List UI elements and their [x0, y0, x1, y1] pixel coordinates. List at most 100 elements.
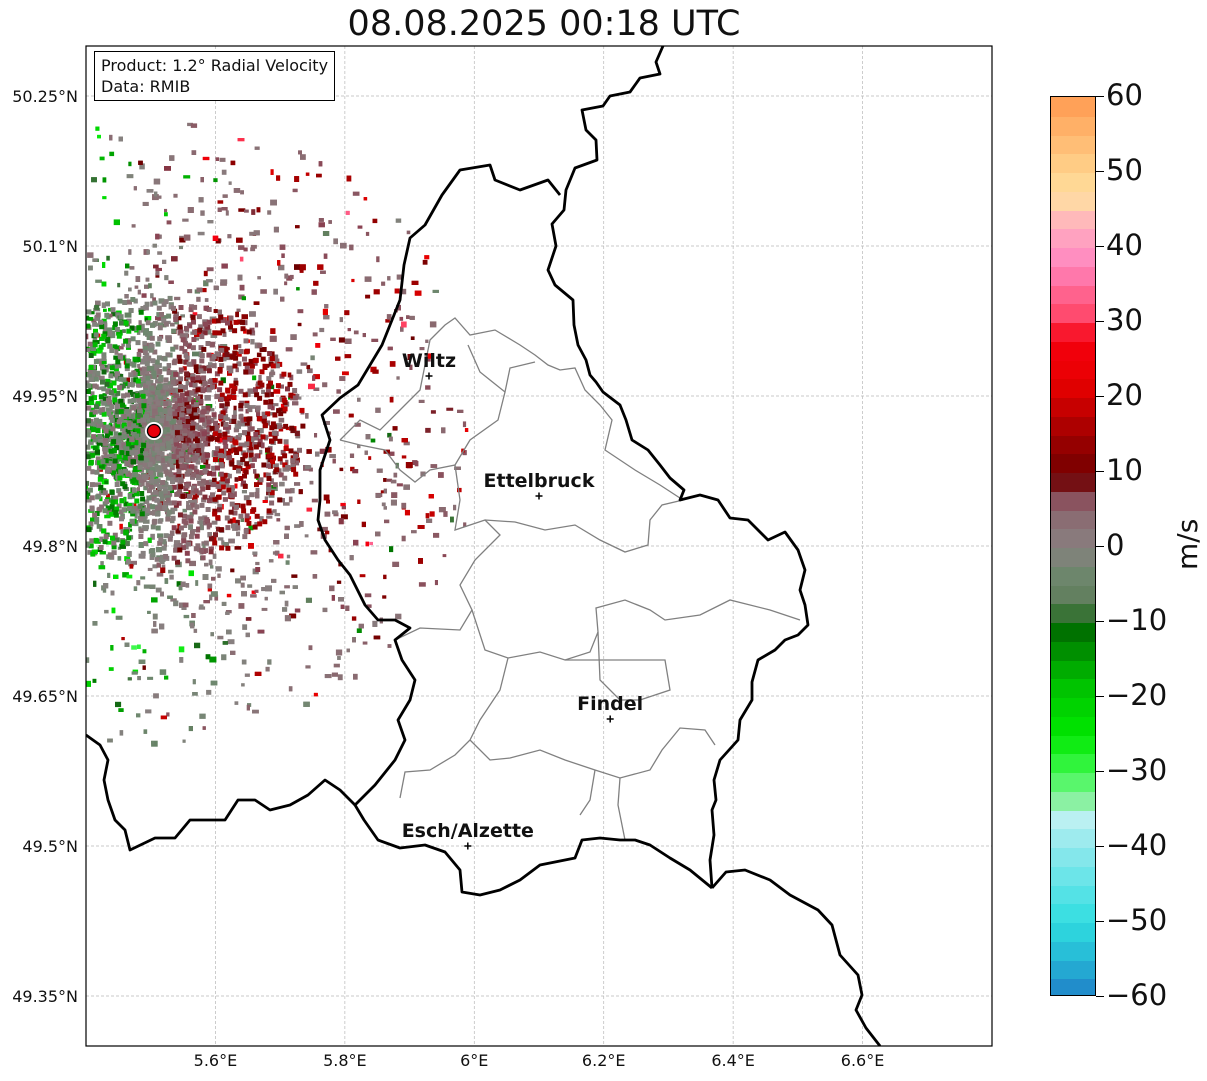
- colorbar-segment: [1051, 115, 1095, 136]
- colorbar-segment: [1051, 622, 1095, 642]
- lon-tick-label: 6.6°E: [841, 1051, 885, 1070]
- colorbar-segment: [1051, 528, 1095, 548]
- colorbar-segment: [1051, 228, 1095, 248]
- colorbar-segment: [1051, 265, 1095, 286]
- colorbar-segment: [1051, 172, 1095, 192]
- colorbar-segment: [1051, 153, 1095, 173]
- lat-tick-label: 49.35°N: [12, 987, 78, 1006]
- colorbar-segment: [1051, 322, 1095, 342]
- colorbar-segment: [1051, 678, 1095, 698]
- colorbar-segment: [1051, 903, 1095, 923]
- national-borders: [86, 46, 882, 1046]
- city-ettelbruck: Ettelbruck: [484, 470, 595, 500]
- colorbar-segment: [1051, 209, 1095, 230]
- colorbar-segment: [1051, 847, 1095, 867]
- colorbar-segment: [1051, 340, 1095, 361]
- colorbar-segment: [1051, 547, 1095, 567]
- canton-borders: [339, 317, 801, 841]
- colorbar-tick: [1096, 696, 1104, 697]
- colorbar-segment: [1051, 922, 1095, 942]
- colorbar-segment: [1051, 565, 1095, 586]
- colorbar-tick: [1096, 471, 1104, 472]
- colorbar-tick-label: −60: [1106, 978, 1168, 1012]
- colorbar-tick: [1096, 996, 1104, 997]
- radar-site-marker: [146, 423, 162, 439]
- colorbar-segment: [1051, 865, 1095, 886]
- colorbar-segment: [1051, 959, 1095, 980]
- colorbar-tick-label: −10: [1106, 603, 1168, 637]
- colorbar-segment: [1051, 603, 1095, 623]
- city-wiltz: Wiltz: [402, 350, 456, 380]
- lat-tick-label: 49.8°N: [22, 537, 78, 556]
- colorbar-segment: [1051, 97, 1095, 117]
- colorbar-tick-label: 30: [1106, 303, 1143, 337]
- product-label: Product: 1.2° Radial Velocity: [101, 56, 329, 75]
- colorbar-tick: [1096, 246, 1104, 247]
- colorbar-segment: [1051, 397, 1095, 417]
- colorbar-segment: [1051, 659, 1095, 680]
- lon-tick-label: 6°E: [460, 1051, 488, 1070]
- colorbar-tick: [1096, 321, 1104, 322]
- colorbar-tick-label: 20: [1106, 378, 1143, 412]
- colorbar-segment: [1051, 978, 1095, 995]
- velocity-colorbar: [1050, 96, 1096, 996]
- grid-lines: [86, 46, 992, 1046]
- colorbar-segment: [1051, 303, 1095, 323]
- colorbar-tick-label: 40: [1106, 228, 1143, 262]
- lat-tick-label: 49.5°N: [22, 837, 78, 856]
- colorbar-segment: [1051, 134, 1095, 155]
- colorbar-segment: [1051, 378, 1095, 398]
- map-title: 08.08.2025 00:18 UTC: [347, 4, 741, 44]
- city-label: Ettelbruck: [484, 470, 595, 492]
- colorbar-segment: [1051, 697, 1095, 717]
- colorbar-tick-label: −50: [1106, 903, 1168, 937]
- colorbar-segment: [1051, 190, 1095, 211]
- colorbar-segment: [1051, 790, 1095, 811]
- colorbar-segment: [1051, 472, 1095, 492]
- lon-tick-label: 5.6°E: [194, 1051, 238, 1070]
- colorbar-tick: [1096, 546, 1104, 547]
- colorbar-tick-label: 50: [1106, 153, 1143, 187]
- colorbar-segment: [1051, 640, 1095, 661]
- city-label: Wiltz: [402, 350, 456, 372]
- colorbar-segment: [1051, 809, 1095, 830]
- colorbar-segment: [1051, 828, 1095, 848]
- lat-tick-label: 50.1°N: [22, 237, 78, 256]
- colorbar-tick: [1096, 921, 1104, 922]
- colorbar-tick-label: −30: [1106, 753, 1168, 787]
- city-label: Esch/Alzette: [402, 820, 534, 842]
- colorbar-segment: [1051, 359, 1095, 380]
- colorbar-tick-label: 0: [1106, 528, 1125, 562]
- colorbar-segment: [1051, 772, 1095, 792]
- colorbar-tick: [1096, 396, 1104, 397]
- city-esch-alzette: Esch/Alzette: [402, 820, 534, 850]
- colorbar-segment: [1051, 434, 1095, 455]
- colorbar-segment: [1051, 490, 1095, 511]
- colorbar-segment: [1051, 509, 1095, 530]
- radar-echoes: [86, 122, 469, 747]
- lon-tick-label: 6.2°E: [582, 1051, 626, 1070]
- city-label: Findel: [577, 693, 643, 715]
- plot-frame: [85, 45, 993, 1047]
- colorbar-segment: [1051, 734, 1095, 755]
- colorbar-tick: [1096, 96, 1104, 97]
- city-findel: Findel: [577, 693, 643, 723]
- colorbar-segment: [1051, 284, 1095, 305]
- product-info-box: Product: 1.2° Radial Velocity Data: RMIB: [94, 51, 336, 101]
- lon-tick-label: 6.4°E: [711, 1051, 755, 1070]
- colorbar-segment: [1051, 453, 1095, 473]
- city-markers: Wiltz Ettelbruck Findel Esch/Alzette: [402, 350, 643, 850]
- colorbar-tick-label: 60: [1106, 78, 1143, 112]
- colorbar-segment: [1051, 884, 1095, 905]
- colorbar-unit-label: m/s: [1171, 518, 1204, 570]
- colorbar-segment: [1051, 415, 1095, 436]
- colorbar-tick: [1096, 621, 1104, 622]
- colorbar-segment: [1051, 247, 1095, 267]
- colorbar-tick-label: −40: [1106, 828, 1168, 862]
- colorbar-segment: [1051, 940, 1095, 961]
- lat-tick-label: 49.95°N: [12, 387, 78, 406]
- colorbar-segment: [1051, 584, 1095, 605]
- colorbar-tick: [1096, 846, 1104, 847]
- colorbar-tick: [1096, 771, 1104, 772]
